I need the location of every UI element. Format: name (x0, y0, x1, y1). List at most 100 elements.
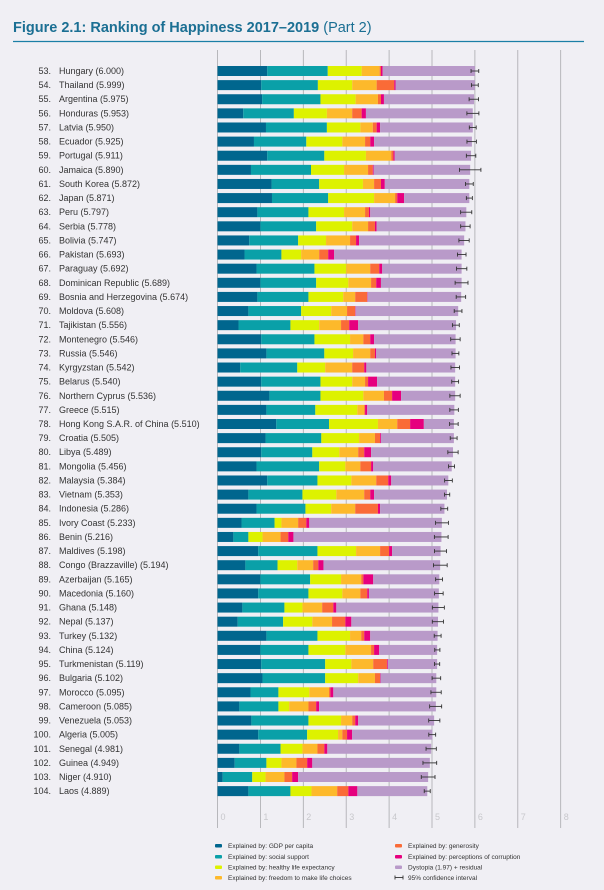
country-label: Libya (5.489) (59, 447, 112, 457)
bar-segment (242, 602, 285, 613)
bar-row (217, 263, 468, 274)
bar-segment (267, 66, 328, 76)
country-label: Morocco (5.095) (59, 687, 125, 697)
country-label: Bulgaria (5.102) (59, 673, 123, 683)
legend-label: Explained by: healthy life expectancy (228, 865, 335, 872)
bar-segment (394, 80, 396, 91)
bar-segment (217, 729, 259, 740)
bar-segment (364, 362, 367, 373)
bar-segment (316, 221, 353, 232)
bar-segment (330, 687, 334, 698)
bar-segment (395, 80, 475, 91)
bar-row (217, 193, 473, 204)
country-label: Montenegro (5.546) (59, 334, 138, 344)
bar-segment (352, 221, 369, 232)
bar-segment (217, 531, 234, 542)
country-label: Mongolia (5.456) (59, 461, 127, 471)
bar-segment (317, 743, 325, 754)
bar-segment (308, 644, 346, 655)
bar-segment (337, 786, 349, 797)
bar-segment (298, 517, 307, 528)
bar-segment (244, 249, 282, 260)
bars (217, 66, 482, 797)
bar-segment (308, 588, 343, 599)
bar-segment (367, 404, 455, 415)
rank-label: 55. (38, 94, 51, 104)
bar-row (217, 404, 459, 415)
bar-segment (281, 517, 299, 528)
bar-row (217, 659, 441, 670)
bar-segment (356, 546, 381, 557)
bar-segment (355, 291, 368, 302)
bar-segment (365, 108, 473, 119)
bar-segment (217, 306, 249, 317)
bar-segment (252, 772, 266, 782)
bar-segment (217, 475, 268, 486)
rank-label: 95. (38, 659, 51, 669)
bar-segment (373, 164, 471, 175)
bar-segment (258, 546, 318, 557)
bar-segment (217, 150, 268, 161)
bar-segment (253, 136, 307, 147)
bar-segment (284, 602, 303, 613)
bar-segment (217, 320, 239, 331)
bar-segment (341, 320, 350, 331)
bar-segment (233, 531, 249, 542)
bar-segment (355, 715, 359, 726)
bar-segment (379, 263, 383, 274)
legend: Explained by: GDP per capita Explained by… (215, 843, 521, 882)
bar-segment (217, 644, 261, 655)
bar-segment (323, 560, 441, 571)
bar-segment (311, 786, 338, 797)
bar-segment (345, 644, 372, 655)
bar-segment (364, 404, 366, 415)
bar-segment (306, 136, 343, 147)
bar-row (217, 80, 479, 91)
bar-segment (318, 560, 324, 571)
country-label: Moldova (5.608) (59, 306, 124, 316)
bar-segment (377, 94, 381, 105)
bar-segment (296, 757, 308, 768)
bar-segment (317, 475, 352, 486)
rank-label: 92. (38, 617, 51, 627)
bar-segment (357, 786, 428, 797)
bar-segment (364, 489, 371, 500)
bar-segment (217, 574, 261, 585)
bar-segment (217, 235, 250, 246)
bar-segment (319, 461, 346, 472)
bar-segment (327, 743, 432, 754)
bar-segment (308, 291, 344, 302)
rank-label: 68. (38, 278, 51, 288)
x-tick-label: 3 (349, 812, 354, 822)
country-label: Thailand (5.999) (59, 80, 125, 90)
bar-segment (217, 348, 267, 359)
bar-row (217, 560, 448, 571)
bar-row (217, 715, 441, 726)
bar-segment (261, 334, 315, 345)
bar-segment (312, 757, 430, 768)
bar-segment (355, 503, 378, 514)
x-tick-label: 6 (478, 812, 483, 822)
bar-segment (248, 786, 291, 797)
rank-label: 53. (38, 66, 51, 76)
bar-segment (245, 560, 278, 571)
bar-segment (370, 136, 375, 147)
bar-segment (217, 786, 249, 797)
country-label: Niger (4.910) (59, 772, 112, 782)
bar-segment (317, 546, 357, 557)
bar-segment (324, 743, 328, 754)
bar-segment (368, 588, 439, 599)
bar-row (217, 362, 460, 373)
bar-segment (364, 447, 372, 458)
bar-segment (394, 150, 472, 161)
bar-segment (350, 630, 362, 641)
bar-segment (302, 489, 337, 500)
bar-segment (338, 729, 343, 740)
bar-segment (217, 108, 244, 119)
country-label: Honduras (5.953) (59, 108, 129, 118)
bar-segment (243, 108, 294, 119)
bar-segment (388, 475, 392, 486)
bar-segment (391, 150, 394, 161)
bar-row (217, 517, 449, 528)
